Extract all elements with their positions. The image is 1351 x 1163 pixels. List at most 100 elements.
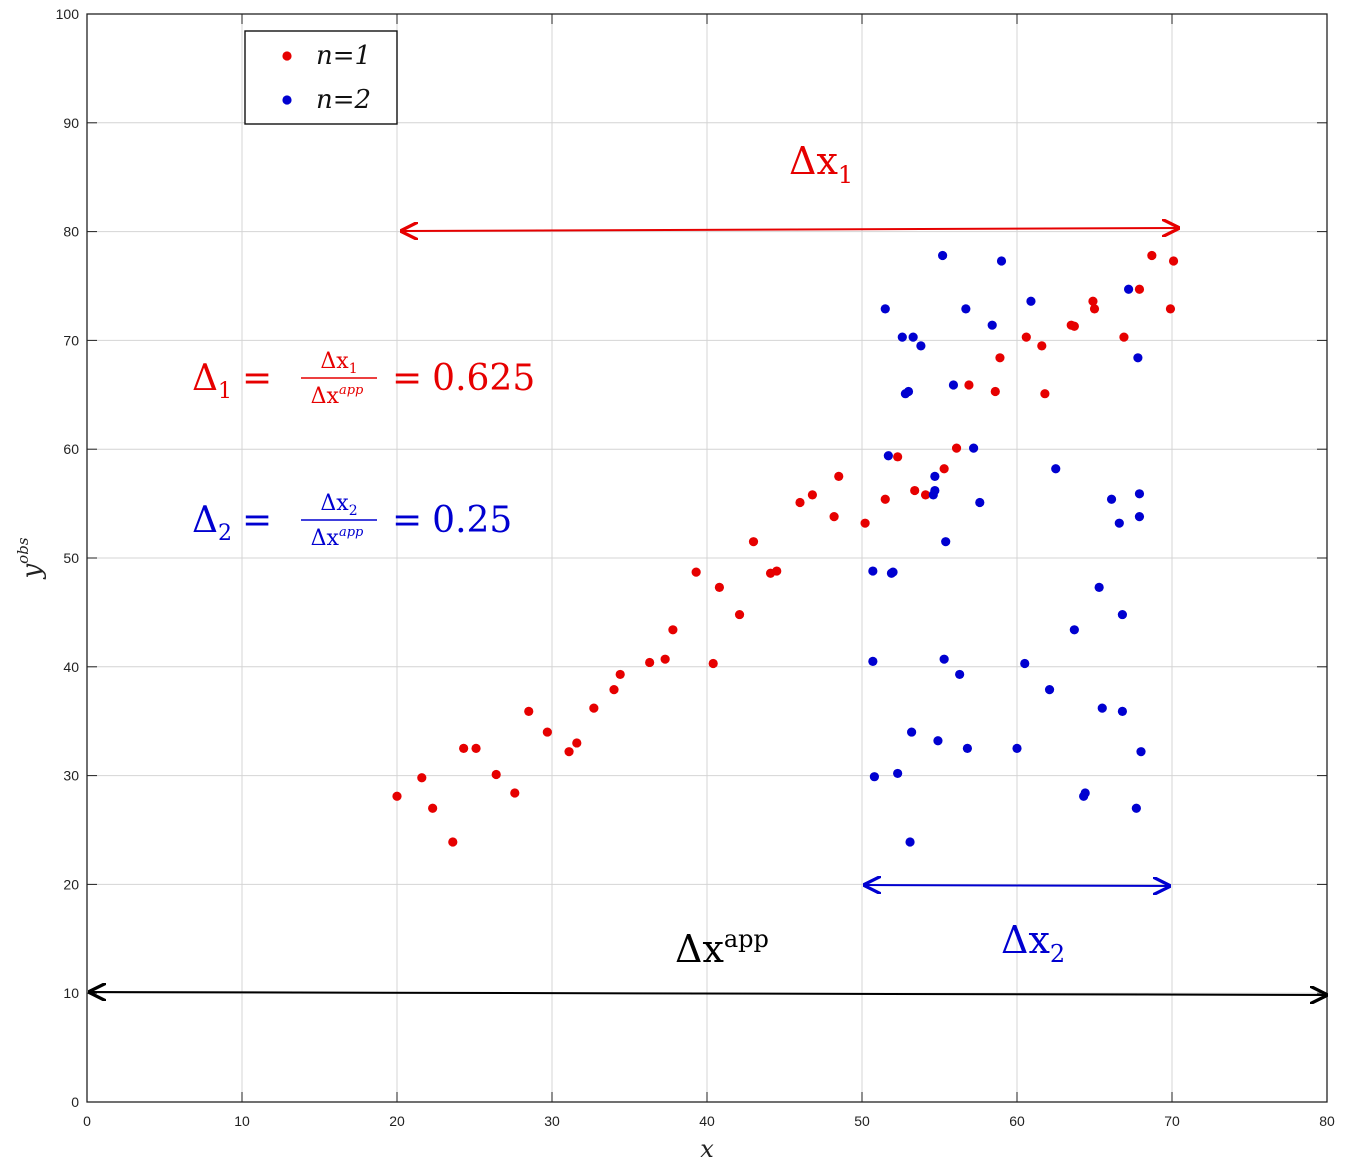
- ratio2-numerator-sub: 2: [349, 503, 358, 519]
- data-point-n1: [392, 791, 402, 801]
- data-point-n2: [1134, 512, 1145, 522]
- y-tick-label: 80: [63, 224, 79, 240]
- data-point-n2: [955, 669, 965, 680]
- ratio1-value: 0.625: [432, 358, 535, 399]
- y-tick-label: 50: [63, 550, 79, 566]
- data-point-n2: [1012, 743, 1022, 754]
- delta-x-app-label-main: Δx: [675, 927, 724, 971]
- y-tick-label: 40: [63, 659, 79, 675]
- x-tick-label: 40: [699, 1113, 715, 1129]
- ratio1-denominator-sup: app: [339, 383, 364, 398]
- ratio2-value: 0.25: [432, 500, 512, 541]
- data-point-n1: [572, 738, 582, 748]
- delta-x1-arrow: [402, 228, 1178, 231]
- data-point-n2: [933, 736, 943, 746]
- legend-label-n1: n=1: [316, 41, 371, 71]
- delta-x-app-label: Δxapp: [675, 925, 769, 971]
- data-point-n2: [996, 256, 1007, 266]
- legend: n=1 n=2: [244, 30, 398, 125]
- y-axis-label: y: [17, 564, 47, 580]
- svg-text:yobs: yobs: [14, 537, 47, 579]
- ratio1-lhs-sub: 1: [218, 379, 232, 404]
- data-point-n1: [1037, 341, 1047, 351]
- x-tick-label: 20: [389, 1113, 405, 1129]
- ratio2-lhs-sub: 2: [218, 521, 232, 546]
- data-point-n2: [1097, 703, 1107, 713]
- data-point-n2: [1124, 284, 1134, 294]
- data-point-n2: [905, 837, 915, 847]
- y-axis-label-group: yobs: [14, 537, 47, 579]
- data-point-n2: [961, 304, 971, 314]
- delta-x2-arrow: [865, 885, 1169, 886]
- data-point-n2: [930, 485, 940, 496]
- data-point-n1: [1165, 304, 1176, 314]
- y-tick-label: 70: [63, 332, 79, 348]
- x-tick-label: 60: [1009, 1113, 1025, 1129]
- data-point-n1: [691, 567, 701, 577]
- series-n1: [392, 250, 1179, 847]
- ratio2-numerator: Δx: [320, 491, 349, 516]
- delta-x-app-label-sup: app: [724, 925, 769, 953]
- data-point-n1: [995, 353, 1005, 363]
- data-point-n2: [897, 332, 907, 342]
- data-point-n1: [471, 743, 481, 754]
- data-point-n1: [510, 788, 520, 798]
- data-point-n1: [795, 497, 805, 508]
- data-point-n2: [916, 341, 926, 351]
- ratio2-equals: =: [242, 500, 272, 541]
- data-point-n1: [714, 582, 725, 592]
- axis-ticks: 0 10 20 30 40 50 60 70 80 0 10 20 30 40 50 60 70 80 90 100: [56, 6, 1335, 1129]
- data-point-n2: [883, 451, 893, 461]
- svg-text:Δxapp: Δxapp: [311, 383, 364, 409]
- data-point-n2: [1114, 518, 1124, 528]
- y-axis-label-superscript: obs: [14, 537, 32, 564]
- x-tick-label: 50: [854, 1113, 870, 1129]
- svg-text:Δx2: Δx2: [320, 491, 357, 519]
- y-tick-label: 20: [63, 876, 79, 892]
- y-tick-label: 100: [56, 6, 80, 22]
- y-tick-label: 60: [63, 441, 79, 457]
- data-point-n1: [1134, 284, 1145, 294]
- data-point-n1: [860, 518, 870, 528]
- data-point-n1: [1021, 332, 1031, 342]
- delta-x2-label-main: Δx: [1001, 918, 1050, 962]
- delta-x2-label: Δx2: [1001, 918, 1065, 968]
- x-tick-label: 30: [544, 1113, 560, 1129]
- data-point-n1: [893, 452, 903, 462]
- ratio1-equation: Δ1 = Δx1 Δxapp = 0.625: [192, 349, 535, 409]
- data-point-n1: [748, 537, 759, 547]
- ratio2-lhs: Δ: [192, 500, 218, 541]
- data-point-n1: [708, 658, 718, 669]
- data-point-n2: [868, 656, 878, 666]
- data-point-n1: [880, 494, 890, 504]
- data-point-n1: [668, 625, 678, 635]
- data-point-n1: [1119, 332, 1129, 342]
- data-point-n2: [1094, 582, 1104, 592]
- data-point-n2: [1106, 494, 1117, 504]
- svg-text:=0.625: = 0.625: [392, 358, 535, 399]
- data-point-n2: [907, 727, 917, 737]
- data-point-n1: [564, 747, 574, 757]
- data-point-n2: [969, 443, 979, 453]
- data-point-n2: [962, 743, 973, 754]
- data-point-n2: [1026, 296, 1036, 306]
- legend-label-n2: n=2: [316, 85, 371, 115]
- y-tick-label: 30: [63, 768, 79, 784]
- ratio2-equation: Δ2 = Δx2 Δxapp = 0.25: [192, 491, 512, 551]
- data-point-n1: [1168, 256, 1179, 266]
- data-point-n1: [990, 386, 1000, 397]
- legend-box: [244, 30, 398, 125]
- data-point-n1: [542, 727, 552, 737]
- data-point-n2: [975, 497, 985, 508]
- data-point-n1: [834, 471, 844, 481]
- svg-text:Δ1=: Δ1 =: [192, 358, 272, 404]
- data-point-n1: [645, 657, 655, 668]
- data-point-n2: [1136, 747, 1146, 757]
- data-point-n2: [868, 566, 878, 576]
- data-point-n2: [1069, 625, 1079, 635]
- data-point-n1: [1069, 321, 1079, 331]
- data-point-n1: [1040, 389, 1050, 399]
- data-point-n2: [1080, 788, 1090, 798]
- data-point-n1: [829, 512, 839, 522]
